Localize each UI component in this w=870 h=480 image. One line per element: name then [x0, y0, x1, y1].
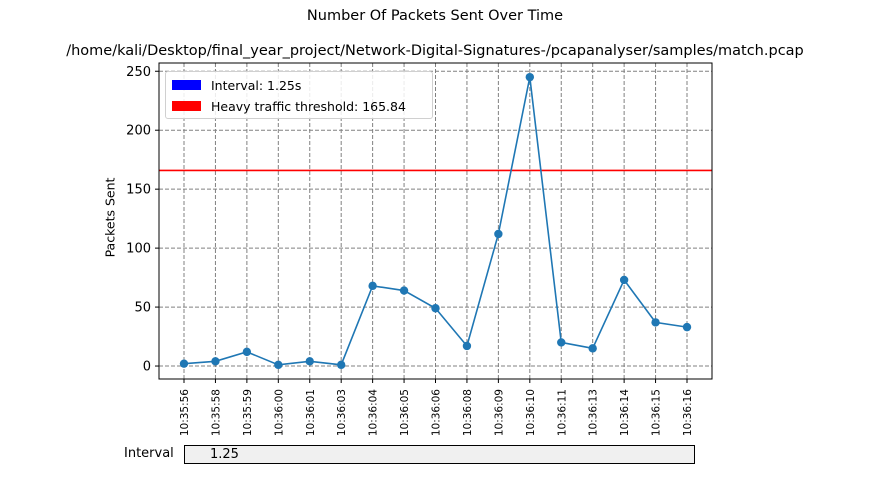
- x-tick-label: 10:36:11: [556, 389, 568, 436]
- interval-label: Interval: [124, 446, 174, 461]
- y-tick-label: 200: [126, 124, 151, 139]
- data-point: [619, 275, 629, 285]
- data-point: [274, 360, 283, 370]
- data-point: [494, 229, 503, 239]
- data-point: [368, 281, 377, 291]
- x-tick-label: 10:36:15: [651, 389, 663, 436]
- y-tick-label: 100: [126, 242, 151, 257]
- y-tick-label: 0: [143, 360, 151, 375]
- data-point: [557, 338, 566, 347]
- chart-subtitle: /home/kali/Desktop/final_year_project/Ne…: [66, 43, 804, 59]
- chart-legend: Interval: 1.25s Heavy traffic threshold:…: [165, 71, 433, 119]
- x-tick-label: 10:36:08: [462, 389, 474, 436]
- x-tick-label: 10:36:03: [336, 389, 348, 436]
- chart-title: Number Of Packets Sent Over Time: [306, 8, 564, 24]
- legend-label-interval: Interval: 1.25s: [211, 77, 302, 93]
- x-tick-label: 10:35:59: [242, 389, 254, 436]
- x-tick-label: 10:36:09: [493, 389, 505, 436]
- legend-swatch-threshold: [172, 101, 201, 111]
- y-axis-label: Packets Sent: [102, 177, 118, 258]
- legend-swatch-interval: [172, 80, 201, 90]
- interval-textbox[interactable]: [184, 445, 695, 464]
- data-point: [462, 341, 472, 351]
- data-point: [431, 304, 440, 313]
- data-point: [305, 357, 314, 366]
- x-tick-label: 10:36:14: [619, 389, 631, 436]
- x-tick-label: 10:35:58: [210, 389, 222, 436]
- x-tick-label: 10:36:10: [525, 389, 537, 436]
- x-tick-label: 10:36:16: [682, 389, 694, 436]
- y-tick-label: 50: [134, 301, 151, 316]
- data-point: [242, 347, 252, 357]
- y-tick-label: 250: [126, 65, 151, 80]
- data-point: [211, 357, 220, 366]
- data-point: [682, 322, 692, 332]
- legend-label-threshold: Heavy traffic threshold: 165.84: [211, 98, 406, 114]
- data-point: [399, 286, 409, 295]
- x-tick-label: 10:36:01: [305, 389, 317, 436]
- data-point: [525, 72, 535, 82]
- x-tick-label: 10:36:04: [368, 389, 380, 436]
- x-tick-label: 10:35:56: [179, 389, 191, 436]
- data-point: [588, 344, 597, 353]
- legend-entry-interval: Interval: 1.25s: [172, 77, 302, 93]
- data-point: [651, 318, 660, 327]
- data-point: [179, 359, 189, 368]
- x-tick-label: 10:36:06: [431, 389, 443, 436]
- x-tick-label: 10:36:00: [273, 389, 285, 436]
- y-tick-label: 150: [126, 183, 151, 198]
- x-tick-label: 10:36:13: [588, 389, 600, 436]
- legend-entry-threshold: Heavy traffic threshold: 165.84: [172, 98, 406, 114]
- x-tick-label: 10:36:05: [399, 389, 411, 436]
- data-point: [336, 360, 346, 370]
- interval-input[interactable]: [210, 447, 670, 462]
